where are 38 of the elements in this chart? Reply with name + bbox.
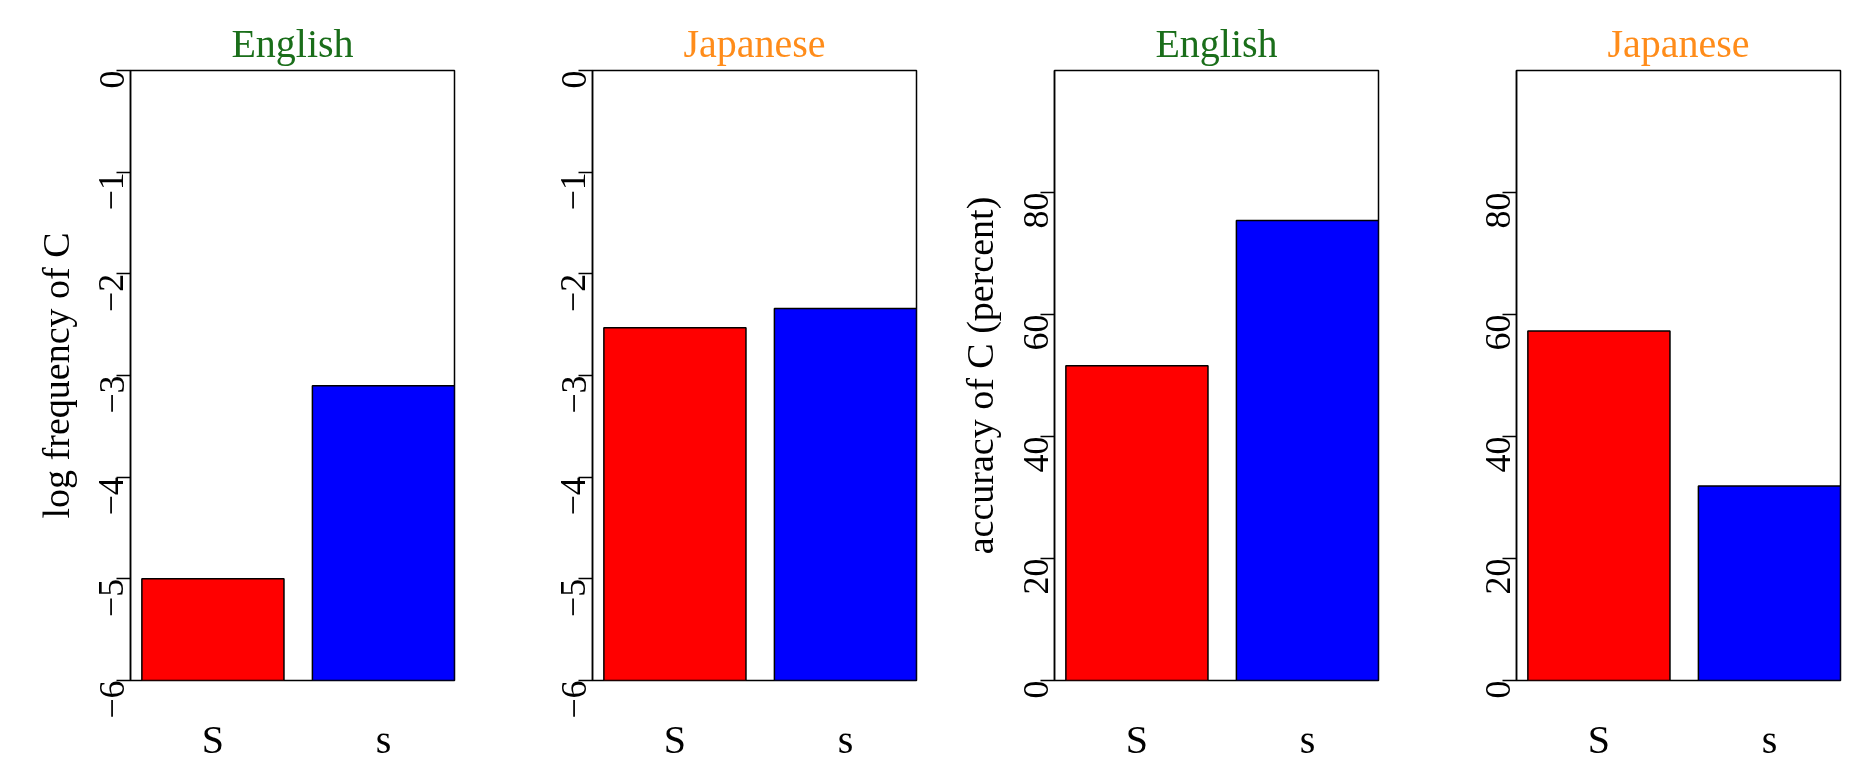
y-tick-label: −4 [553,477,594,516]
y-axis-title: accuracy of C (percent) [958,196,1002,555]
y-tick-label: 60 [1015,314,1056,351]
y-tick-label: 60 [1477,314,1518,351]
y-tick-label: −3 [91,375,132,414]
y-tick-label: −2 [91,273,132,313]
y-tick-label: 0 [1015,680,1056,699]
x-tick-label: s [375,716,392,762]
y-tick-label: 0 [553,70,594,89]
x-tick-label: S [201,716,225,762]
x-tick-label: s [837,716,854,762]
y-tick-label: −6 [553,680,594,719]
y-tick-label: 0 [1477,680,1518,699]
y-tick-label: 80 [1477,192,1518,229]
x-tick-label: S [663,716,687,762]
y-tick-label: −5 [553,578,594,618]
y-tick-label: 20 [1477,558,1518,595]
y-tick-label: −5 [91,578,132,618]
y-tick-label: −1 [91,172,132,211]
y-tick-label: 40 [1015,436,1056,473]
x-tick-label: S [1587,716,1611,762]
y-axis-title: log frequency of C [34,232,77,519]
y-tick-label: −6 [91,680,132,719]
y-tick-label: −2 [553,273,594,313]
x-tick-label: S [1125,716,1149,762]
chart-title: Japanese [1607,20,1750,66]
y-tick-label: −1 [553,172,594,211]
y-tick-label: 20 [1015,558,1056,595]
y-tick-label: −3 [553,375,594,414]
y-tick-label: 80 [1015,192,1056,229]
y-tick-label: 40 [1477,436,1518,473]
y-tick-label: 0 [91,70,132,89]
chart-title: English [231,20,354,66]
x-tick-label: s [1299,716,1316,762]
chart-title: English [1155,20,1278,66]
y-tick-label: −4 [91,477,132,516]
x-tick-label: s [1761,716,1778,762]
chart-title: Japanese [683,20,826,66]
